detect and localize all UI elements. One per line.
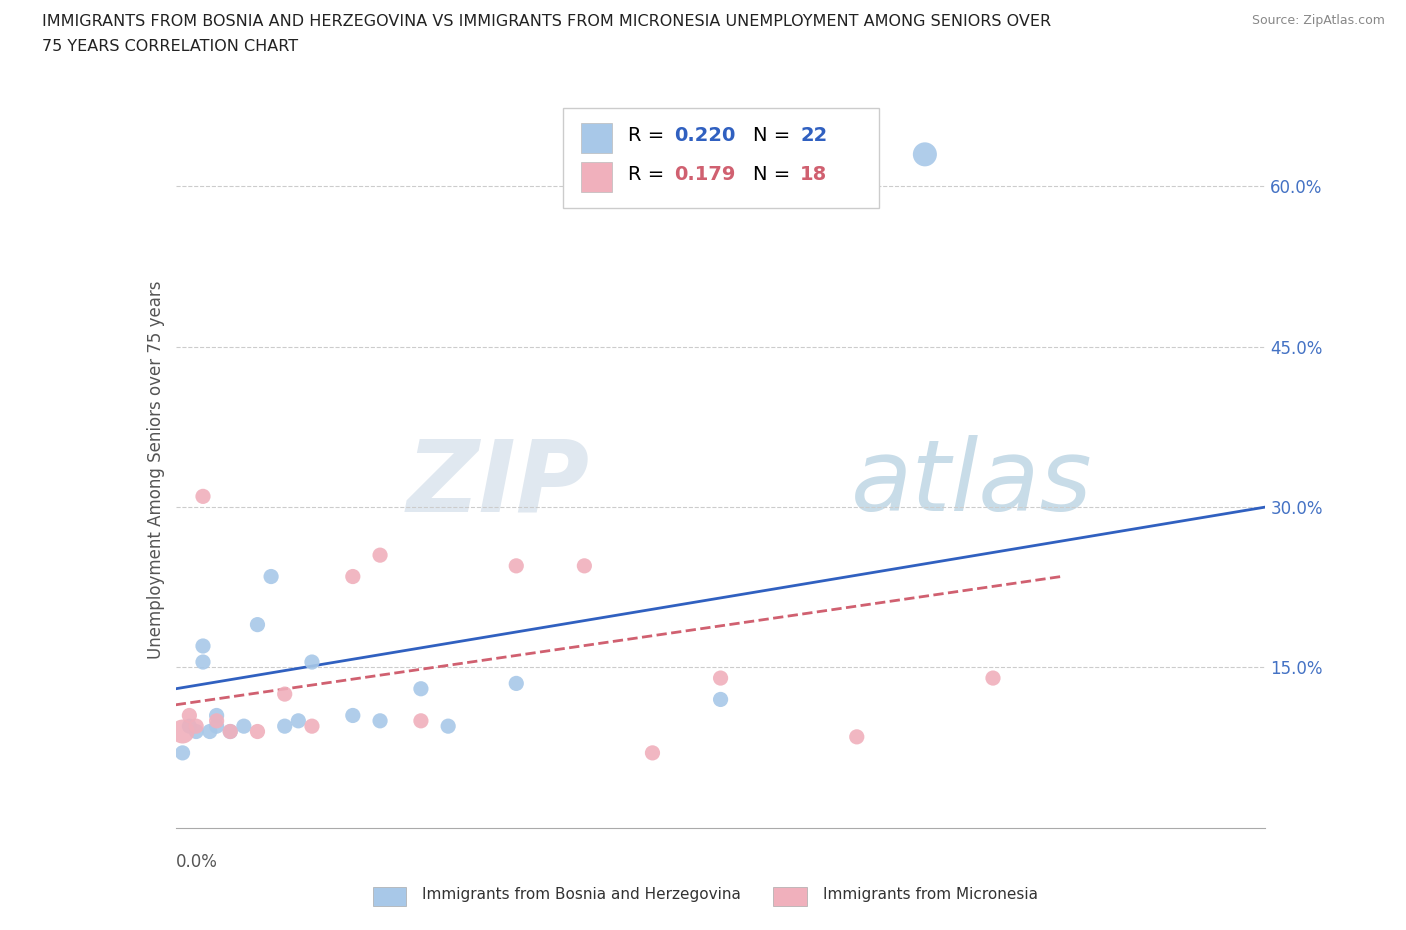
Point: [274, 686, 297, 701]
Point: [205, 713, 228, 728]
Text: Source: ZipAtlas.com: Source: ZipAtlas.com: [1251, 14, 1385, 27]
FancyBboxPatch shape: [581, 123, 612, 153]
Text: IMMIGRANTS FROM BOSNIA AND HERZEGOVINA VS IMMIGRANTS FROM MICRONESIA UNEMPLOYMEN: IMMIGRANTS FROM BOSNIA AND HERZEGOVINA V…: [42, 14, 1052, 29]
Point: [205, 719, 228, 734]
Point: [205, 708, 228, 723]
Point: [710, 671, 733, 685]
Point: [219, 724, 242, 739]
Point: [232, 719, 254, 734]
Point: [191, 489, 214, 504]
Point: [186, 724, 208, 739]
Text: ZIP: ZIP: [406, 435, 591, 533]
Point: [368, 713, 391, 728]
Point: [409, 682, 432, 697]
Point: [845, 729, 868, 744]
Point: [191, 655, 214, 670]
Point: [172, 746, 194, 761]
Point: [368, 548, 391, 563]
Y-axis label: Unemployment Among Seniors over 75 years: Unemployment Among Seniors over 75 years: [146, 281, 165, 658]
Text: 22: 22: [800, 126, 827, 145]
Point: [505, 558, 527, 573]
Point: [505, 676, 527, 691]
Point: [186, 719, 208, 734]
Text: R =: R =: [628, 166, 671, 184]
Point: [191, 639, 214, 654]
FancyBboxPatch shape: [562, 108, 879, 208]
Point: [710, 692, 733, 707]
Point: [246, 618, 269, 632]
Point: [301, 655, 323, 670]
Point: [219, 724, 242, 739]
Text: 0.179: 0.179: [673, 166, 735, 184]
Bar: [373, 887, 406, 906]
Text: Immigrants from Bosnia and Herzegovina: Immigrants from Bosnia and Herzegovina: [422, 887, 741, 902]
Point: [914, 147, 936, 162]
Point: [172, 724, 194, 739]
Point: [179, 708, 201, 723]
Text: 0.0%: 0.0%: [176, 853, 218, 870]
Point: [641, 746, 664, 761]
Text: 75 YEARS CORRELATION CHART: 75 YEARS CORRELATION CHART: [42, 39, 298, 54]
Text: atlas: atlas: [852, 435, 1092, 533]
Point: [574, 558, 596, 573]
Point: [198, 724, 221, 739]
Point: [342, 569, 364, 584]
Bar: [773, 887, 807, 906]
Text: Immigrants from Micronesia: Immigrants from Micronesia: [823, 887, 1038, 902]
Point: [260, 569, 283, 584]
FancyBboxPatch shape: [581, 162, 612, 192]
Point: [437, 719, 460, 734]
Point: [246, 724, 269, 739]
Point: [409, 713, 432, 728]
Text: N =: N =: [754, 166, 797, 184]
Point: [342, 708, 364, 723]
Point: [274, 719, 297, 734]
Point: [981, 671, 1004, 685]
Point: [179, 719, 201, 734]
Point: [287, 713, 309, 728]
Text: R =: R =: [628, 126, 671, 145]
Text: 18: 18: [800, 166, 827, 184]
Text: N =: N =: [754, 126, 797, 145]
Text: 0.220: 0.220: [673, 126, 735, 145]
Point: [301, 719, 323, 734]
